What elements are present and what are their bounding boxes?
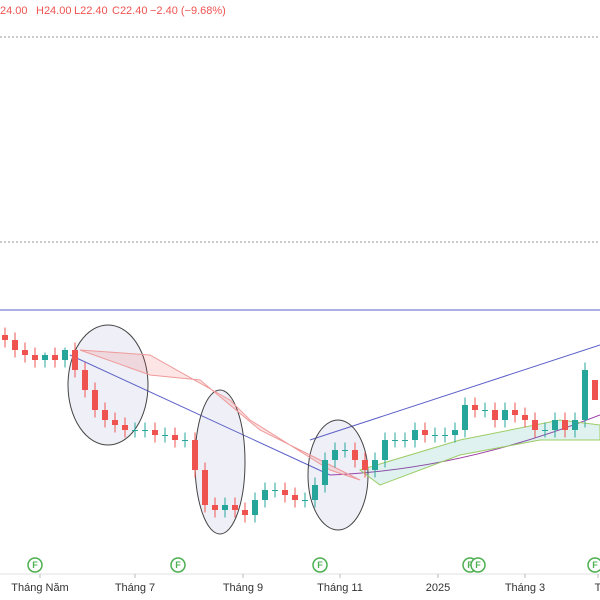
candle-body — [582, 370, 588, 420]
candle-body — [362, 460, 368, 470]
event-marker-label: F — [32, 560, 38, 570]
candle-body — [432, 435, 438, 436]
candle-body — [202, 470, 208, 505]
candle-body — [282, 490, 288, 495]
candle-body — [102, 410, 108, 420]
candle-body — [2, 335, 8, 340]
candle-body — [212, 505, 218, 510]
candle-body — [162, 435, 168, 436]
event-marker — [587, 557, 600, 573]
candle-body — [242, 510, 248, 515]
candle-body — [262, 490, 268, 500]
candle-body — [42, 355, 48, 360]
candle-body — [232, 505, 238, 510]
candle-body — [352, 450, 358, 460]
cloud — [358, 419, 600, 486]
candle-body — [52, 355, 58, 360]
candle-body — [122, 425, 128, 430]
candle-body — [72, 350, 78, 370]
x-tick-label: Tháng Năm — [11, 582, 68, 594]
candle-body — [272, 490, 278, 491]
candle-body — [142, 430, 148, 431]
ohlc-high: H24.00 — [36, 5, 71, 17]
candle-body — [442, 435, 448, 436]
candle-body — [462, 405, 468, 430]
x-tick-label: T — [595, 582, 600, 594]
candle-body — [182, 440, 188, 441]
candle-body — [22, 350, 28, 355]
candle-body — [492, 410, 498, 420]
trend-line — [309, 344, 600, 441]
candle-body — [482, 410, 488, 411]
candle-body — [532, 420, 538, 430]
x-tick-label: Tháng 9 — [223, 582, 263, 594]
candle-body — [252, 500, 258, 515]
band-ellipse — [307, 419, 369, 531]
event-marker — [312, 557, 328, 573]
candle-body — [592, 380, 598, 400]
candle-body — [302, 500, 308, 501]
candle-body — [452, 430, 458, 435]
candle-body — [172, 435, 178, 440]
candle-body — [562, 420, 568, 430]
x-tick-label: Tháng 11 — [317, 582, 363, 594]
x-tick-label: Tháng 3 — [505, 582, 545, 594]
event-marker-label: F — [592, 560, 598, 570]
candle-body — [512, 410, 518, 415]
candle-body — [572, 420, 578, 430]
candle-body — [522, 415, 528, 420]
event-marker — [470, 557, 486, 573]
candle-body — [392, 440, 398, 441]
cloud — [79, 349, 361, 481]
candle-body — [312, 485, 318, 500]
candle-body — [112, 420, 118, 425]
candle-body — [62, 350, 68, 360]
x-tick-label: 2025 — [426, 582, 450, 594]
candle-body — [422, 430, 428, 435]
event-marker-label: F — [317, 560, 323, 570]
event-marker — [170, 557, 186, 573]
trend-line — [69, 354, 331, 476]
candle-body — [32, 355, 38, 360]
candle-body — [412, 430, 418, 440]
candle-body — [92, 390, 98, 410]
ohlc-close: C22.40 — [112, 5, 147, 17]
ohlc-low: L22.40 — [74, 5, 108, 17]
candle-body — [132, 430, 138, 431]
event-marker-label: F — [467, 560, 473, 570]
candle-body — [542, 430, 548, 431]
candle-body — [332, 450, 338, 460]
candle-body — [322, 460, 328, 485]
candle-body — [342, 450, 348, 451]
candle-body — [502, 410, 508, 420]
candle-body — [292, 495, 298, 500]
candle-body — [402, 440, 408, 441]
candle-body — [552, 420, 558, 430]
band-ellipse — [67, 324, 149, 446]
event-marker — [27, 557, 43, 573]
candle-body — [382, 440, 388, 460]
candle-body — [192, 440, 198, 470]
ohlc-open: 24.00 — [0, 5, 28, 17]
candle-body — [12, 340, 18, 350]
candle-body — [152, 430, 158, 435]
candle-body — [472, 405, 478, 410]
event-marker-label: F — [475, 560, 481, 570]
event-marker-label: F — [175, 560, 181, 570]
x-tick-label: Tháng 7 — [115, 582, 155, 594]
candle-body — [82, 370, 88, 390]
candle-body — [222, 505, 228, 510]
ohlc-change: −2.40 (−9.68%) — [150, 5, 226, 17]
candle-body — [372, 460, 378, 470]
